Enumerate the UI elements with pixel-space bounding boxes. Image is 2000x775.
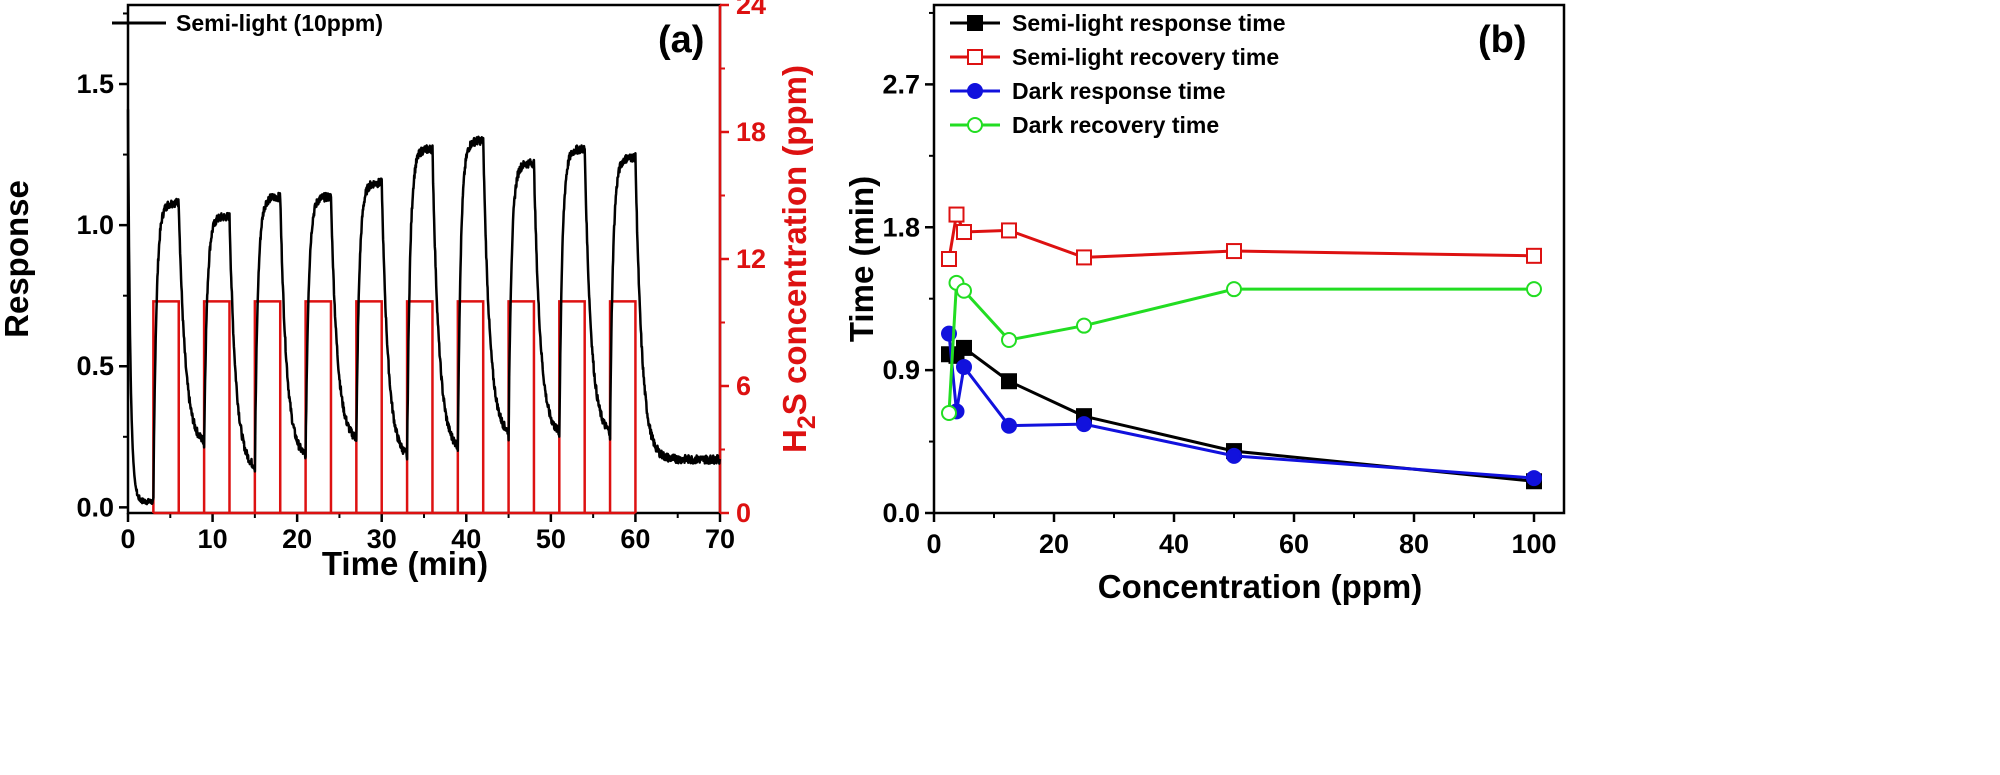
x-tick-label: 80	[1399, 529, 1429, 559]
x-tick-label: 0	[926, 529, 941, 559]
panel-a-y-ticks: 0.0 0.5 1.0 1.5	[76, 12, 128, 522]
series-line	[948, 345, 1535, 483]
response-series	[126, 109, 722, 506]
data-point	[1226, 281, 1242, 298]
y2-tick-label: 0	[736, 498, 751, 528]
x-tick-label: 40	[1159, 529, 1189, 559]
panel-b-series	[941, 206, 1542, 490]
panel-a-label: (a)	[658, 19, 704, 61]
x-tick-label: 60	[620, 524, 650, 554]
panel-b-x-label: Concentration (ppm)	[1098, 568, 1422, 605]
x-tick-label: 50	[536, 524, 566, 554]
x-tick-label: 30	[367, 524, 397, 554]
data-point	[1001, 373, 1017, 390]
x-tick-label: 70	[705, 524, 735, 554]
data-point	[1226, 243, 1242, 260]
x-tick-label: 10	[198, 524, 228, 554]
data-point	[1001, 417, 1017, 434]
data-point	[941, 251, 957, 267]
concentration-series	[152, 300, 637, 513]
y-tick-label: 0.5	[76, 351, 114, 381]
legend-entry: Semi-light recovery time	[950, 44, 1279, 70]
panel-b-y-ticks: 0.0 0.9 1.8 2.7	[882, 11, 934, 528]
data-point	[1001, 222, 1017, 239]
x-tick-label: 20	[1039, 529, 1069, 559]
legend-entry: Semi-light response time	[950, 10, 1286, 36]
data-point	[967, 49, 983, 65]
y2-tick-label: 6	[736, 371, 751, 401]
data-point	[956, 358, 972, 375]
panel-a-y2-label: H2S concentration (ppm)	[776, 65, 821, 453]
data-point	[1226, 447, 1242, 464]
panel-a-series	[126, 109, 722, 515]
panel-b-frame	[932, 3, 1566, 515]
data-point	[941, 404, 957, 421]
data-point	[1076, 317, 1092, 334]
data-point	[1526, 281, 1542, 298]
data-point	[948, 206, 965, 223]
y2-label-suffix: S concentration (ppm)	[776, 65, 813, 415]
series-0	[941, 339, 1542, 490]
panel-b-label: (b)	[1478, 19, 1527, 61]
y-tick-label: 1.5	[76, 69, 114, 99]
data-point	[1526, 470, 1542, 487]
y-tick-label: 0.0	[76, 492, 114, 522]
y2-label-subscript: 2	[793, 415, 821, 429]
data-point	[967, 83, 983, 99]
panel-a-x-label: Time (min)	[322, 545, 488, 582]
panel-b-legend: Semi-light response time Semi-light recov…	[950, 10, 1286, 138]
data-point	[956, 282, 972, 299]
y-tick-label: 1.0	[76, 210, 114, 240]
x-tick-label: 40	[451, 524, 481, 554]
legend-label-semi-light: Semi-light (10ppm)	[176, 10, 383, 36]
x-tick-label: 100	[1511, 529, 1556, 559]
y2-tick-label: 12	[736, 244, 766, 274]
x-tick-label: 20	[282, 524, 312, 554]
data-point	[956, 339, 972, 356]
legend-entry: Dark recovery time	[950, 112, 1219, 138]
panel-b-y-label: Time (min)	[843, 176, 880, 342]
panel-b-x-ticks: 0 20 40 60 80 100	[926, 513, 1557, 559]
x-tick-label: 0	[120, 524, 135, 554]
data-point	[1526, 247, 1542, 264]
panel-a-y2-ticks: 0 6 12 18 24	[720, 0, 766, 528]
x-tick-label: 60	[1279, 529, 1309, 559]
y-tick-label: 0.9	[882, 355, 920, 385]
y2-tick-label: 18	[736, 117, 766, 147]
y2-label-prefix: H	[776, 429, 813, 453]
panel-a-y-label: Response	[0, 180, 35, 338]
panel-a-legend: Semi-light (10ppm)	[112, 10, 383, 36]
data-point	[967, 117, 983, 133]
panel-a-frame	[126, 3, 722, 515]
y2-tick-label: 24	[736, 0, 766, 20]
y-tick-label: 0.0	[882, 498, 920, 528]
panel-a: 0 10 20 30 40 50 60 70 0.0 0.5 1.0 1.5 0 6 12 18 24 Ti…	[0, 0, 821, 582]
series-2	[941, 325, 1542, 487]
data-point	[1001, 331, 1017, 348]
y-tick-label: 2.7	[882, 69, 920, 99]
legend-entry: Dark response time	[950, 78, 1225, 104]
data-point	[967, 15, 983, 31]
data-point	[1076, 249, 1092, 266]
legend-label: Dark response time	[1012, 78, 1225, 104]
series-3	[941, 274, 1542, 421]
panel-b: 0 20 40 60 80 100 0.0 0.9 1.8 2.7 Semi-light res…	[843, 3, 1566, 605]
legend-label: Semi-light recovery time	[1012, 44, 1279, 70]
panel-a-x-ticks: 0 10 20 30 40 50 60 70	[120, 513, 735, 554]
data-point	[1076, 416, 1092, 433]
legend-label: Dark recovery time	[1012, 112, 1219, 138]
data-point	[956, 224, 972, 241]
y-tick-label: 1.8	[882, 212, 920, 242]
series-1	[941, 206, 1542, 267]
legend-label: Semi-light response time	[1012, 10, 1286, 36]
